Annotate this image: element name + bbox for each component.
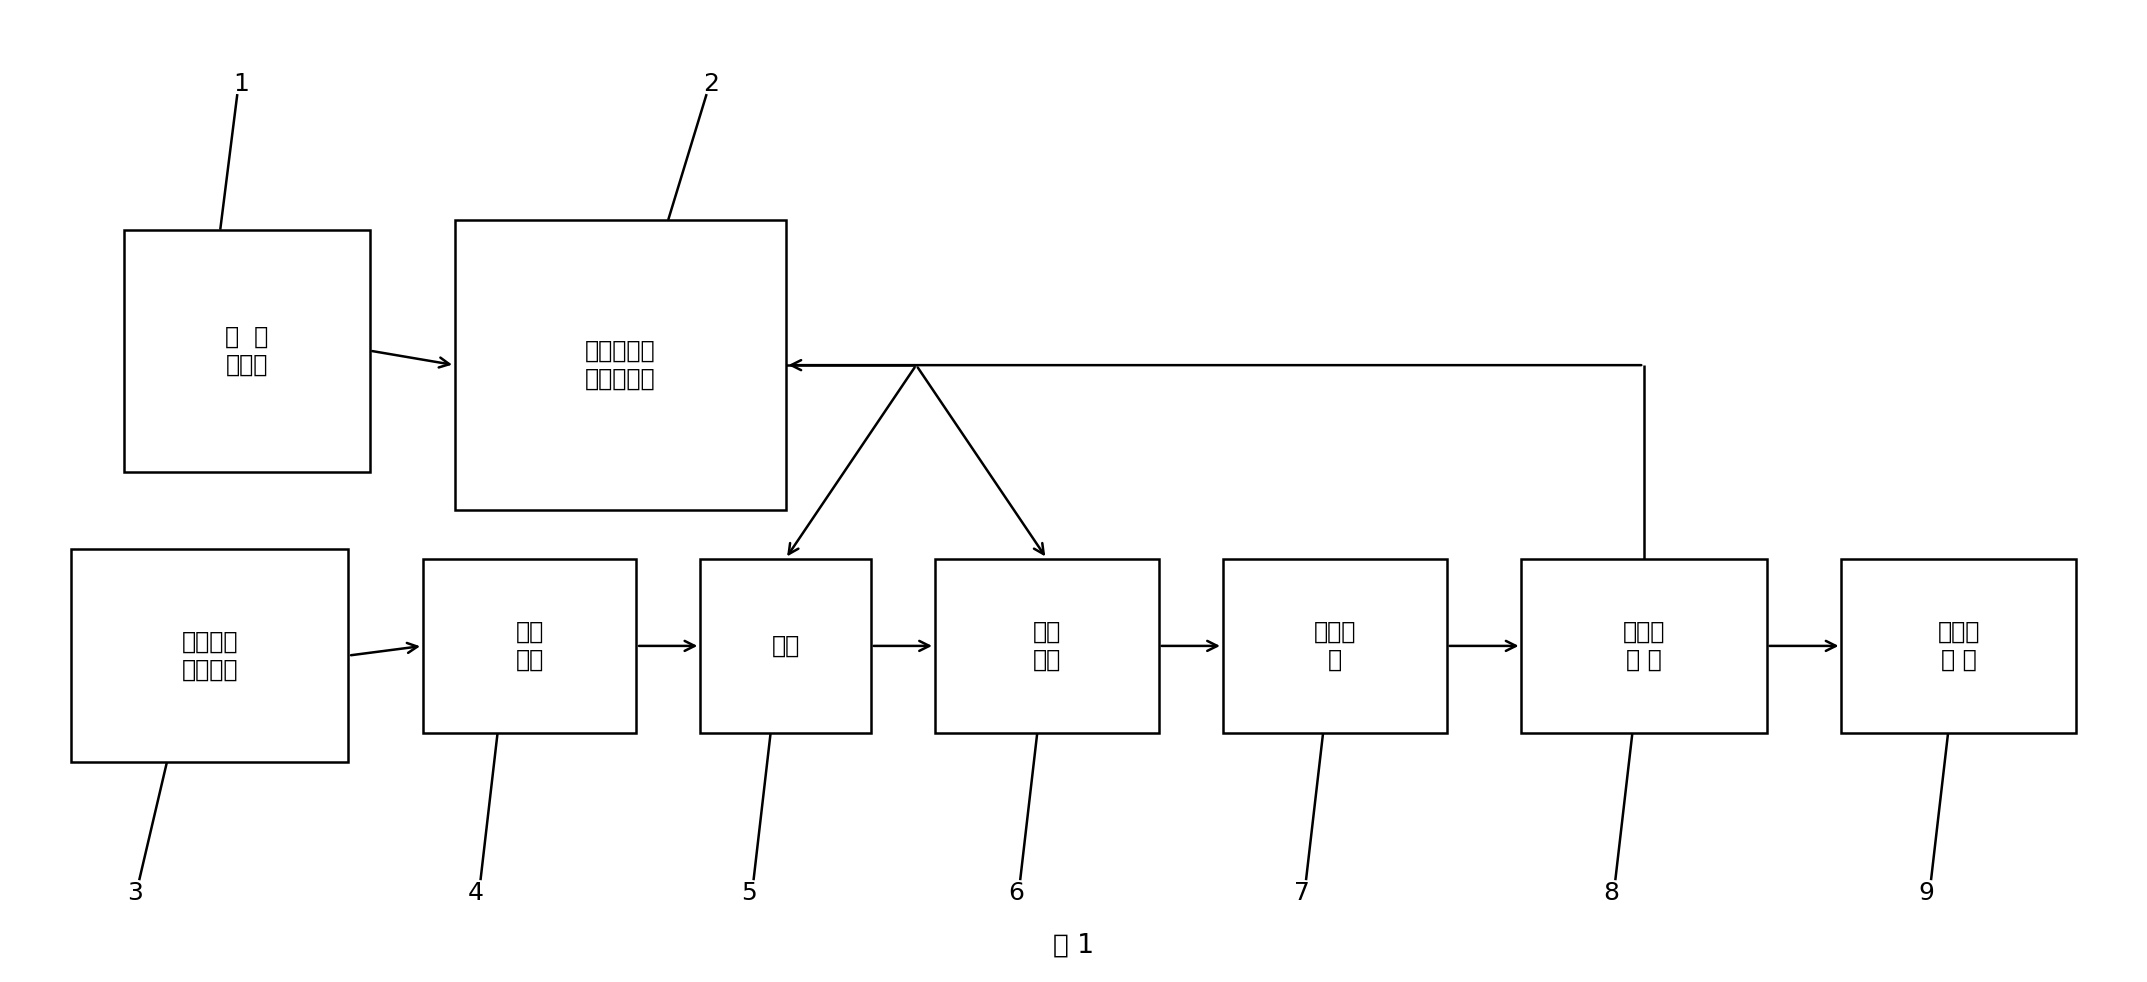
Bar [1224,559,1447,733]
Text: 6: 6 [1007,881,1024,904]
Bar [1522,559,1767,733]
Text: 2: 2 [702,73,719,96]
Text: 低  温
浸矿菌: 低 温 浸矿菌 [225,325,268,376]
Text: 9: 9 [1919,881,1934,904]
Text: 复壮、驯化
及放大培养: 复壮、驯化 及放大培养 [584,339,655,391]
Text: 浸出液
净: 浸出液 净 [1314,620,1357,672]
Bar [934,559,1159,733]
Bar [125,230,369,471]
Text: 镍沉淀
回 收: 镍沉淀 回 收 [1623,620,1666,672]
Text: 硫化镍
产 品: 硫化镍 产 品 [1937,620,1980,672]
Text: 图 1: 图 1 [1052,933,1095,959]
Bar [700,559,872,733]
Text: 8: 8 [1604,881,1619,904]
Text: 1: 1 [234,73,249,96]
Text: 4: 4 [468,881,485,904]
Text: 7: 7 [1295,881,1310,904]
Bar [71,549,348,762]
Text: 3: 3 [127,881,144,904]
Text: 矿石
破碎: 矿石 破碎 [515,620,543,672]
Bar [455,220,786,511]
Text: 筑堆: 筑堆 [771,634,799,658]
Text: 低品位硫
化镍矿石: 低品位硫 化镍矿石 [180,629,238,682]
Text: 5: 5 [741,881,758,904]
Bar [423,559,636,733]
Text: 滴淋
浸出: 滴淋 浸出 [1033,620,1061,672]
Bar [1842,559,2076,733]
